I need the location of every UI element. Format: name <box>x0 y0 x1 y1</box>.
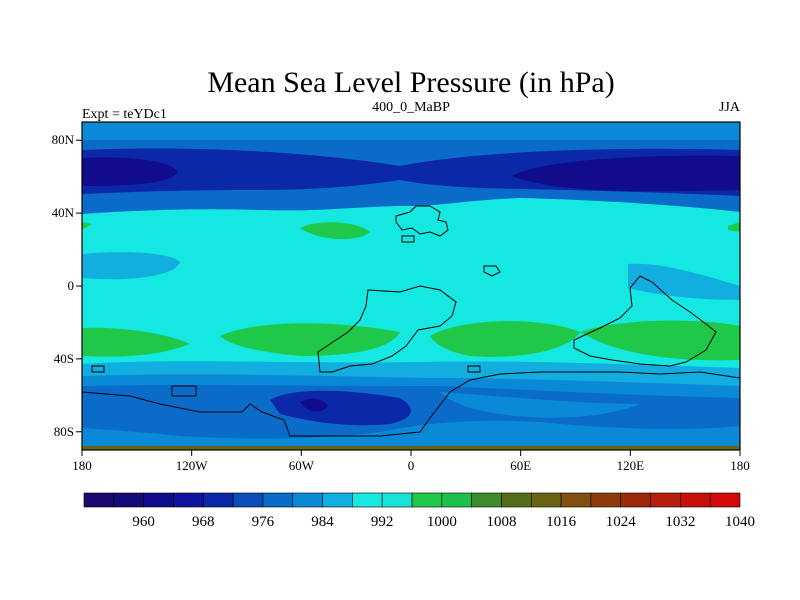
antarctic-low-968 <box>300 398 328 412</box>
south-high-west <box>82 327 190 357</box>
colorbar-label: 1008 <box>486 514 516 530</box>
south-high-atlantic <box>220 323 400 356</box>
colorbar-swatch <box>202 492 234 508</box>
colorbar-swatch <box>292 492 323 508</box>
x-tick-label: 0 <box>408 458 415 473</box>
tropical-patch-east <box>628 263 740 300</box>
coastline-arabia <box>483 265 501 277</box>
colorbar-swatch <box>381 492 413 508</box>
north-high-1008 <box>300 222 370 240</box>
south-high-pacific <box>580 320 740 361</box>
pressure-field <box>82 122 740 450</box>
coastline-gondwana-east <box>573 275 717 367</box>
coastline-gondwana-west <box>317 285 457 373</box>
y-tick-label: 40S <box>54 351 74 366</box>
y-tick-label: 80S <box>54 424 74 439</box>
colorbar-swatch <box>113 492 144 508</box>
colorbar-swatch <box>471 492 502 508</box>
antarctic-low-976 <box>270 390 411 426</box>
colorbar-label: 1032 <box>665 514 695 530</box>
y-tick-label: 0 <box>68 278 75 293</box>
northern-low-east <box>512 155 740 192</box>
coastline-islet-s <box>171 385 197 397</box>
colorbar-swatch <box>173 492 204 508</box>
colorbar-label: 1000 <box>427 514 457 530</box>
colorbar-swatch <box>411 492 443 508</box>
colorbar-swatch <box>262 492 294 508</box>
southern-belt-lighter <box>440 392 640 418</box>
x-tick-label: 120E <box>617 458 645 473</box>
x-tick-label: 180 <box>730 458 750 473</box>
colorbar-swatch <box>441 492 472 508</box>
coastline-islet-se <box>467 365 481 373</box>
north-high-east <box>728 222 740 232</box>
colorbar-swatch <box>709 492 741 508</box>
coastlines <box>82 205 740 437</box>
colorbar-swatch <box>620 492 651 508</box>
coastline-europe <box>395 205 449 237</box>
x-tick-label: 60E <box>510 458 531 473</box>
tropical-patch-west <box>82 252 180 280</box>
y-axis: 80N 40N 0 40S 80S <box>52 132 82 439</box>
northern-low-west <box>82 157 178 186</box>
colorbar-swatch <box>352 492 383 508</box>
colorbar-label: 1016 <box>546 514 577 530</box>
x-tick-label: 120W <box>176 458 209 473</box>
coastline-uk <box>401 235 415 243</box>
colorbar-label: 968 <box>192 514 215 530</box>
subtitle-right: JJA <box>719 100 741 115</box>
x-tick-label: 180 <box>72 458 92 473</box>
colorbar-swatch <box>232 492 264 508</box>
colorbar-swatch <box>530 492 562 508</box>
colorbar-swatch <box>650 492 681 508</box>
colorbar-swatch <box>560 492 592 508</box>
colorbar-label: 992 <box>371 514 394 530</box>
coastline-antarctica <box>82 371 740 437</box>
colorbar-swatch <box>501 492 532 508</box>
colorbar: 960 968 976 984 992 1000 1008 1016 1024 1032 1040 <box>83 492 755 530</box>
antarctic-bottom-band <box>82 446 740 450</box>
colorbar-label: 1024 <box>606 514 637 530</box>
y-tick-label: 80N <box>52 132 75 147</box>
colorbar-label: 984 <box>311 514 334 530</box>
y-tick-label: 40N <box>52 205 75 220</box>
colorbar-swatch <box>143 492 174 508</box>
subtitle-left: Expt = teYDc1 <box>82 107 167 122</box>
colorbar-label: 1040 <box>725 514 755 530</box>
southern-belt-976 <box>82 385 740 439</box>
colorbar-label: 976 <box>252 514 275 530</box>
colorbar-label: 960 <box>132 514 155 530</box>
x-axis: 180 120W 60W 0 60E 120E 180 <box>72 450 750 473</box>
x-tick-label: 60W <box>289 458 315 473</box>
subtitle-center: 400_0_MaBP <box>372 100 450 115</box>
colorbar-swatch <box>680 492 711 508</box>
north-high-west <box>82 222 92 230</box>
arctic-band-984 <box>82 122 740 140</box>
coastline-islet-sw <box>91 365 105 373</box>
south-high-indian <box>430 321 580 357</box>
colorbar-swatch <box>322 492 353 508</box>
chart-title: Mean Sea Level Pressure (in hPa) <box>207 66 614 99</box>
colorbar-swatch <box>83 492 115 508</box>
colorbar-swatch <box>590 492 622 508</box>
